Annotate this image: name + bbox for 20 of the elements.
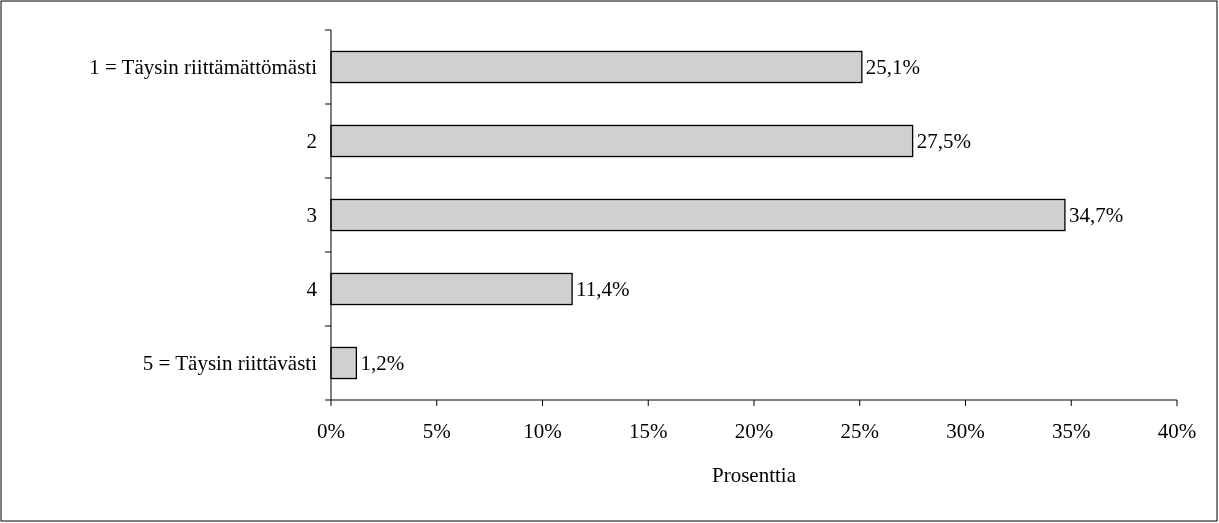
x-tick-label: 40%: [1157, 419, 1197, 443]
x-tick-label: 5%: [422, 419, 451, 443]
y-tick-label: 5 = Täysin riittävästi: [142, 351, 318, 375]
x-tick-label: 30%: [946, 419, 985, 443]
y-tick-label: 1 = Täysin riittämättömästi: [89, 55, 318, 79]
data-label: 25,1%: [865, 55, 921, 79]
data-label: 27,5%: [916, 129, 971, 153]
x-tick-label: 35%: [1052, 419, 1091, 443]
x-tick-label: 20%: [734, 419, 774, 443]
y-tick-label: 2: [306, 129, 317, 153]
x-tick-label: 0%: [317, 419, 345, 443]
data-label: 11,4%: [576, 277, 630, 301]
x-tick-label: 25%: [840, 419, 879, 443]
x-tick-label: 10%: [523, 419, 562, 443]
data-label: 1,2%: [360, 351, 405, 375]
y-tick-label: 3: [306, 203, 317, 227]
x-tick-label: 15%: [629, 419, 668, 443]
x-axis-title: Prosenttia: [712, 463, 797, 487]
data-label: 34,7%: [1068, 203, 1124, 227]
y-tick-label: 4: [306, 277, 318, 301]
